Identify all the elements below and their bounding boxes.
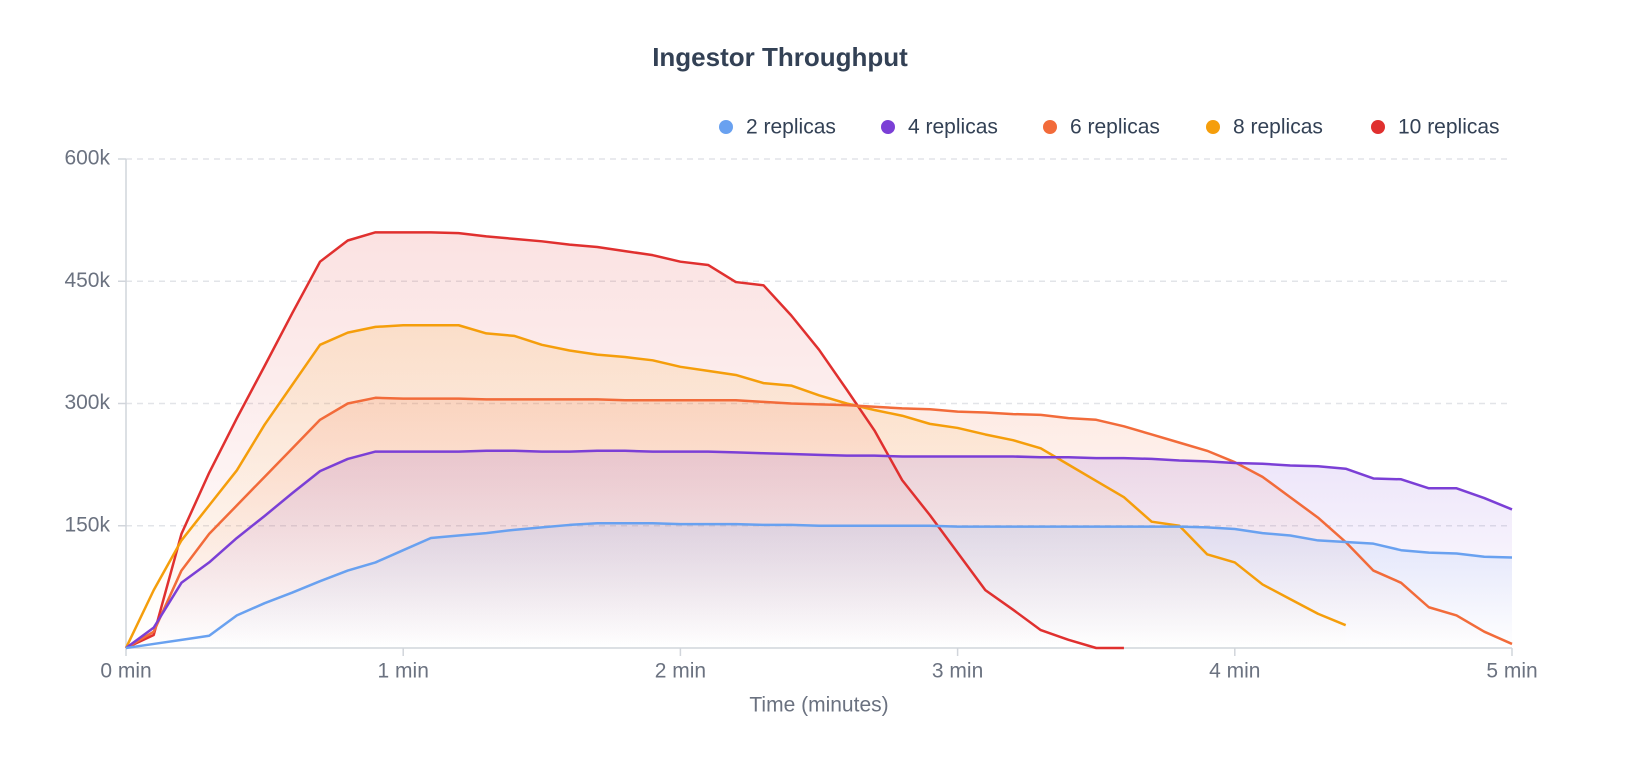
legend-marker (1206, 120, 1220, 134)
legend-label: 10 replicas (1398, 116, 1500, 139)
y-tick-label: 600k (64, 147, 110, 170)
legend-marker (1043, 120, 1057, 134)
legend-marker (719, 120, 733, 134)
x-tick-label: 5 min (1486, 660, 1537, 683)
legend-marker (1371, 120, 1385, 134)
legend-label: 2 replicas (746, 116, 836, 139)
y-tick-label: 450k (64, 269, 110, 292)
legend-marker (881, 120, 895, 134)
x-axis-title: Time (minutes) (749, 694, 888, 717)
line (125, 396, 1513, 650)
line (125, 449, 1513, 650)
x-tick-label: 1 min (378, 660, 429, 683)
line (124, 324, 1347, 649)
legend-label: 4 replicas (908, 116, 998, 139)
y-tick-label: 300k (64, 391, 110, 414)
line (125, 522, 1513, 650)
x-tick-label: 0 min (100, 660, 151, 683)
chart-title: Ingestor Throughput (652, 42, 908, 72)
legend-label: 8 replicas (1233, 116, 1323, 139)
area (126, 523, 1512, 648)
y-tick-label: 150k (64, 513, 110, 536)
x-tick-label: 4 min (1209, 660, 1260, 683)
x-tick-label: 3 min (932, 660, 983, 683)
legend-label: 6 replicas (1070, 116, 1160, 139)
line (125, 231, 1124, 650)
x-tick-label: 2 min (655, 660, 706, 683)
